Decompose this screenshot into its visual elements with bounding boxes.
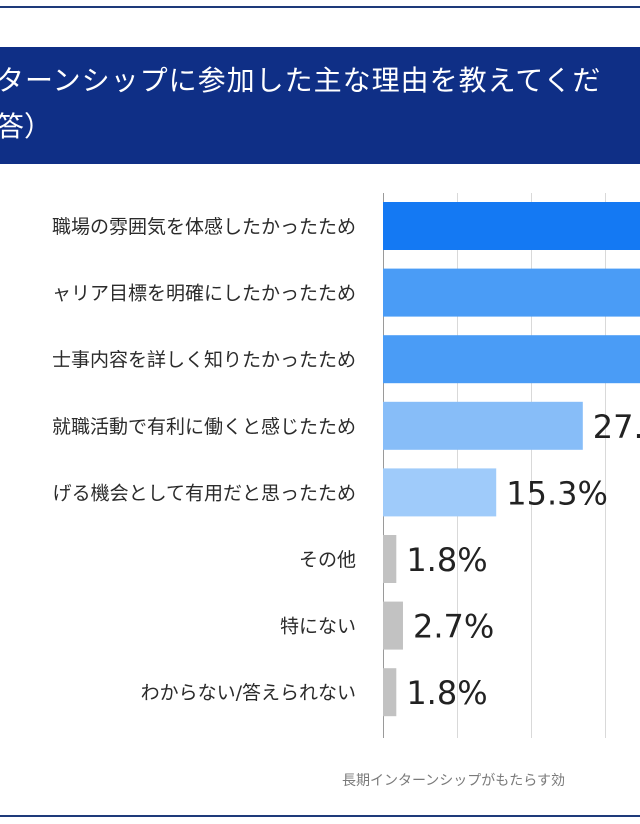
chart-title-line1: ターンシップに参加した主な理由を教えてくだ bbox=[0, 64, 602, 97]
bar-chart: 職場の雰囲気を体感したかったためャリア目標を明確にしたかったため士事内容を詳しく… bbox=[52, 193, 640, 738]
bar bbox=[383, 468, 497, 517]
category-label: その他 bbox=[299, 549, 356, 571]
value-label: 1.8% bbox=[406, 674, 487, 712]
chart-header: ターンシップに参加した主な理由を教えてくだ 答） bbox=[0, 47, 640, 164]
category-label: 士事内容を詳しく知りたかったため bbox=[52, 349, 356, 371]
bar bbox=[383, 202, 640, 250]
category-label: わからない/答えられない bbox=[141, 682, 356, 704]
bar bbox=[383, 668, 397, 717]
value-label: 27. bbox=[593, 408, 640, 446]
category-label: 特にない bbox=[280, 616, 356, 638]
category-label: ャリア目標を明確にしたかったため bbox=[52, 283, 356, 305]
bar bbox=[383, 401, 583, 450]
bar bbox=[383, 601, 403, 650]
value-label: 2.7% bbox=[413, 608, 494, 646]
category-label: げる機会として有用だと思ったため bbox=[53, 482, 356, 504]
value-label: 15.3% bbox=[506, 474, 608, 512]
value-label: 1.8% bbox=[406, 541, 487, 579]
bottom-rule bbox=[0, 815, 640, 817]
category-label: 就職活動で有利に働くと感じたため bbox=[52, 416, 356, 438]
bar bbox=[383, 268, 640, 317]
bar bbox=[383, 335, 640, 384]
source-note: 長期インターンシップがもたらす効 bbox=[342, 773, 566, 789]
top-rule bbox=[0, 6, 640, 8]
bar bbox=[383, 535, 397, 583]
chart-title-line2: 答） bbox=[0, 110, 53, 143]
category-label: 職場の雰囲気を体感したかったため bbox=[52, 216, 356, 238]
